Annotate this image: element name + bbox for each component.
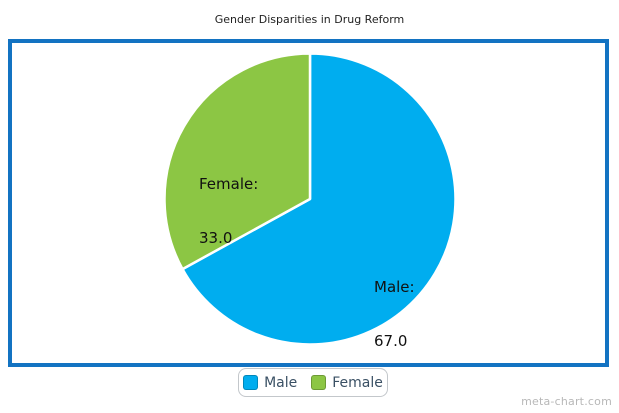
legend-label-female: Female — [332, 374, 383, 391]
legend-item-female[interactable]: Female — [311, 375, 383, 391]
legend-swatch-male — [243, 375, 259, 390]
pie-slice-male — [181, 52, 457, 346]
slice-label-female-value: 33.0 — [199, 229, 233, 247]
legend-swatch-female — [311, 375, 327, 390]
legend-item-male[interactable]: Male — [243, 375, 297, 391]
slice-label-male-value: 67.0 — [374, 332, 408, 350]
slice-label-female: Female: 33.0 — [199, 139, 258, 283]
legend-label-male: Male — [264, 374, 298, 391]
pie-slice-female — [163, 52, 312, 271]
legend: Male Female — [238, 368, 388, 397]
slice-label-female-title: Female: — [199, 175, 259, 193]
slice-label-male-title: Male: — [374, 278, 415, 296]
chart-title: Gender Disparities in Drug Reform — [214, 13, 405, 26]
pie-chart — [163, 52, 457, 346]
watermark: meta-chart.com — [521, 395, 612, 408]
slice-label-male: Male: 67.0 — [374, 242, 415, 386]
